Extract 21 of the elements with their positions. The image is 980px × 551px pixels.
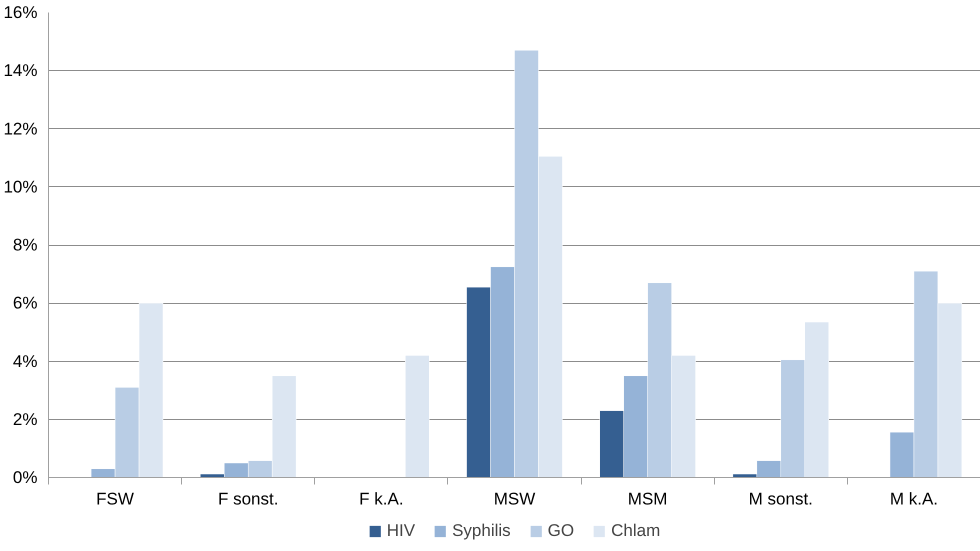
x-tick-label: MSM	[628, 490, 668, 508]
x-tick-label: MSW	[494, 490, 536, 508]
legend-label: Syphilis	[452, 521, 511, 541]
y-tick-label: 8%	[12, 236, 38, 254]
y-tick-label: 4%	[12, 352, 38, 371]
y-tick-label: 10%	[3, 177, 38, 196]
y-tick-label: 14%	[3, 61, 38, 80]
y-tick-label: 2%	[12, 410, 38, 429]
x-tick-label: F k.A.	[359, 490, 404, 508]
y-tick-label: 16%	[3, 3, 38, 22]
x-tick-label: F sonst.	[218, 490, 278, 508]
legend-label: Chlam	[611, 521, 660, 541]
y-tick-label: 6%	[12, 294, 38, 313]
bar	[405, 355, 430, 478]
x-tick-label: M sonst.	[748, 490, 813, 508]
x-tick-label: FSW	[96, 490, 134, 508]
x-tick-label: M k.A.	[890, 490, 938, 508]
y-tick-label: 0%	[12, 468, 38, 487]
y-tick-label: 12%	[3, 119, 38, 138]
legend-label: GO	[548, 521, 574, 541]
legend-label: HIV	[386, 521, 416, 541]
